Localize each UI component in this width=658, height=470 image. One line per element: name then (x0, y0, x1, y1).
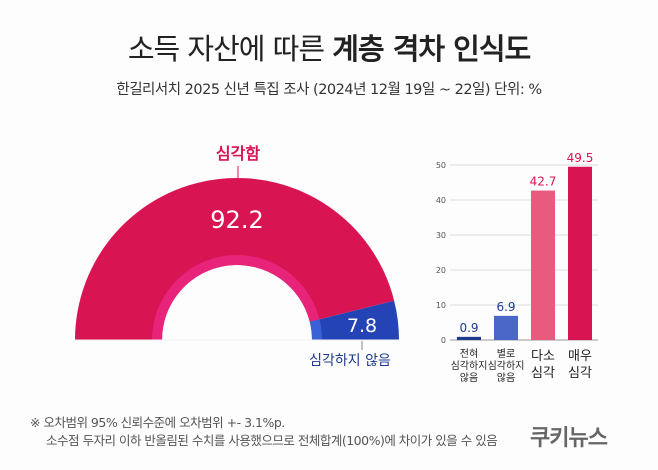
x-tick-label: 별로 (497, 348, 515, 360)
y-tick-label: 30 (436, 231, 446, 240)
pie-category-label-0: 심각함 (216, 144, 260, 163)
pie-category-label-1: 심각하지 않음 (309, 353, 391, 369)
bar-value-label: 6.9 (496, 300, 515, 314)
y-tick-label: 10 (436, 301, 446, 310)
x-tick-label: 심각하지 (488, 359, 525, 372)
pie-value-label-1: 7.8 (347, 315, 377, 337)
note-1: ※ 오차범위 95% 신뢰수준에 오차범위 +- 3.1%p. (30, 415, 285, 430)
title-normal: 소득 자산에 따른 (127, 32, 333, 66)
y-tick-label: 50 (436, 161, 446, 170)
x-tick-label: 심각 (531, 366, 555, 381)
bar-value-label: 0.9 (459, 321, 478, 335)
x-tick-label: 심각 (568, 366, 592, 381)
y-tick-label: 40 (436, 196, 446, 205)
bar-1 (494, 315, 518, 340)
y-tick-label: 0 (441, 336, 446, 345)
title-bold: 계층 격차 인식도 (332, 32, 531, 66)
x-tick-label: 않음 (460, 372, 478, 384)
x-tick-label: 다소 (531, 349, 555, 364)
pie-inner-ring-0 (152, 255, 320, 340)
bar-2 (531, 190, 555, 340)
x-tick-label: 매우 (568, 349, 592, 364)
page-title: 소득 자산에 따른 계층 격차 인식도 (0, 26, 658, 68)
pie-value-label-0: 92.2 (210, 206, 263, 234)
bar-value-label: 49.5 (567, 151, 594, 165)
bar-value-label: 42.7 (530, 175, 557, 189)
x-tick-label: 전혀 (460, 348, 478, 360)
pie-slice-1 (309, 300, 399, 340)
logo: 쿠키뉴스 (530, 426, 608, 451)
x-tick-label: 심각하지 (451, 359, 488, 372)
y-tick-label: 20 (436, 266, 446, 275)
note-2: 소수점 두자리 이하 반올림된 수치를 사용했으므로 전체합계(100%)에 차… (46, 433, 498, 448)
subtitle: 한길리서치 2025 신년 특집 조사 (2024년 12월 19일 ~ 22일… (116, 82, 542, 98)
pie-inner-ring-1 (309, 319, 322, 340)
x-tick-label: 않음 (497, 372, 515, 384)
bar-0 (457, 336, 481, 340)
bar-3 (568, 166, 592, 340)
